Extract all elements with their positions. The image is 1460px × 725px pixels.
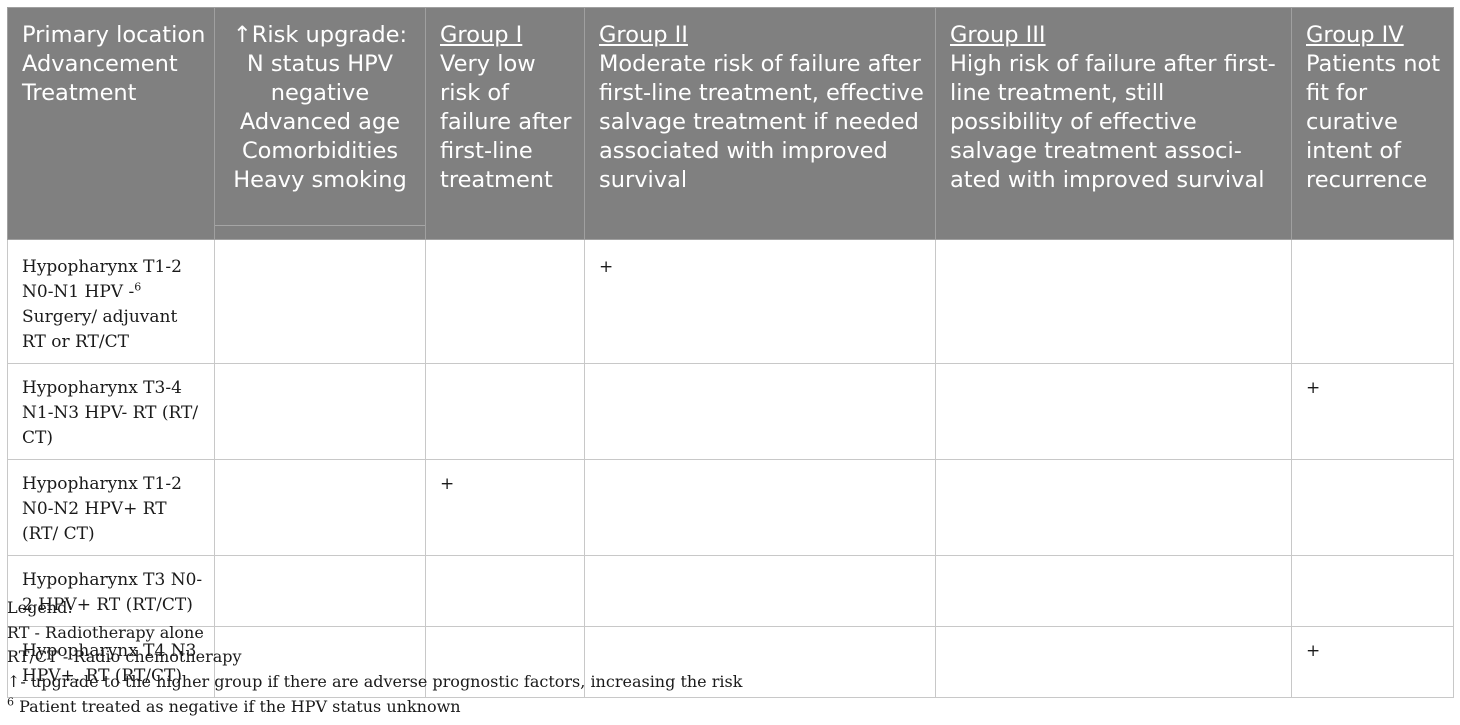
row-mark-upgrade bbox=[214, 459, 426, 556]
row-mark-group-2 bbox=[584, 363, 936, 460]
group-2-title: Group II bbox=[599, 22, 688, 48]
row-mark-group-4 bbox=[1291, 555, 1454, 627]
row-description: Hypopharynx T3-4 N1-N3 HPV- RT (RT/ CT) bbox=[7, 363, 215, 460]
group-3-desc: High risk of failure after first-line tr… bbox=[950, 51, 1276, 193]
group-4-desc: Patients not fit for curative intent of … bbox=[1306, 51, 1441, 193]
group-4-title: Group IV bbox=[1306, 22, 1404, 48]
row-mark-group-2: + bbox=[584, 239, 936, 364]
row-mark-group-1: + bbox=[425, 459, 585, 556]
row-mark-group-4: + bbox=[1291, 363, 1454, 460]
legend-upgrade: ↑- upgrade to the higher group if there … bbox=[7, 672, 743, 692]
header-risk-upgrade: ↑Risk upgrade: N status HPV negative Adv… bbox=[214, 7, 426, 240]
header-risk-upgrade-text: ↑Risk upgrade: N status HPV negative Adv… bbox=[232, 22, 408, 193]
row-description: Hypopharynx T1-2 N0-N2 HPV+ RT (RT/ CT) bbox=[7, 459, 215, 556]
risk-classification-table: Primary loca­tion Advance­ment Treat­men… bbox=[7, 7, 1454, 698]
group-1-desc: Very low risk of failure after first-lin… bbox=[440, 51, 572, 193]
header-row: Primary loca­tion Advance­ment Treat­men… bbox=[7, 7, 1454, 240]
row-mark-group-2 bbox=[584, 459, 936, 556]
legend-hpv-note: 6 Patient treated as negative if the HPV… bbox=[7, 695, 461, 716]
legend-title: Legend: bbox=[7, 598, 73, 617]
row-mark-upgrade bbox=[214, 363, 426, 460]
row-description: Hypopharynx T4 N3 HPV+. RT (RT/CT) bbox=[7, 626, 215, 698]
row-mark-group-4 bbox=[1291, 459, 1454, 556]
row-mark-upgrade bbox=[214, 555, 426, 627]
header-group-4: Group IV Patients not fit for curative i… bbox=[1291, 7, 1454, 240]
row-mark-group-4 bbox=[1291, 239, 1454, 364]
row-description: Hypopharynx T3 N0-2 HPV+ RT (RT/CT) bbox=[7, 555, 215, 627]
group-3-title: Group III bbox=[950, 22, 1046, 48]
row-mark-group-3 bbox=[935, 555, 1292, 627]
header-group-1: Group I Very low risk of failure after f… bbox=[425, 7, 585, 240]
header-group-2: Group II Moderate risk of failure after … bbox=[584, 7, 936, 240]
row-mark-upgrade bbox=[214, 239, 426, 364]
row-mark-group-2 bbox=[584, 555, 936, 627]
row-mark-group-4: + bbox=[1291, 626, 1454, 698]
row-mark-group-1 bbox=[425, 626, 585, 698]
table-row: Hypopharynx T3 N0-2 HPV+ RT (RT/CT) bbox=[7, 555, 1454, 627]
legend-rt: RT - Radiotherapy alone bbox=[7, 622, 204, 642]
group-1-title: Group I bbox=[440, 22, 523, 48]
row-description: Hypopharynx T1-2 N0-N1 HPV -6 Surgery/ a… bbox=[7, 239, 215, 364]
row-mark-group-3 bbox=[935, 459, 1292, 556]
header-divider bbox=[215, 225, 425, 226]
header-primary-location: Primary loca­tion Advance­ment Treat­men… bbox=[7, 7, 215, 240]
legend-rtct: RT/CT - Radio chemotherapy bbox=[7, 647, 242, 667]
table-legend: Legend: RT - Radiotherapy alone RT/CT - … bbox=[7, 596, 742, 720]
table-row: Hypopharynx T4 N3 HPV+. RT (RT/CT) + bbox=[7, 626, 1454, 698]
row-mark-group-2 bbox=[584, 626, 936, 698]
row-mark-group-1 bbox=[425, 239, 585, 364]
row-mark-group-1 bbox=[425, 363, 585, 460]
row-mark-group-3 bbox=[935, 363, 1292, 460]
table-row: Hypopharynx T1-2 N0-N1 HPV -6 Surgery/ a… bbox=[7, 239, 1454, 364]
row-mark-group-3 bbox=[935, 626, 1292, 698]
row-mark-group-3 bbox=[935, 239, 1292, 364]
table-wrapper: Primary loca­tion Advance­ment Treat­men… bbox=[7, 7, 1454, 698]
header-group-3: Group III High risk of failure after fir… bbox=[935, 7, 1292, 240]
group-2-desc: Moderate risk of failure after first-lin… bbox=[599, 51, 924, 193]
table-row: Hypopharynx T1-2 N0-N2 HPV+ RT (RT/ CT) … bbox=[7, 459, 1454, 556]
row-mark-upgrade bbox=[214, 626, 426, 698]
table-row: Hypopharynx T3-4 N1-N3 HPV- RT (RT/ CT) … bbox=[7, 363, 1454, 460]
